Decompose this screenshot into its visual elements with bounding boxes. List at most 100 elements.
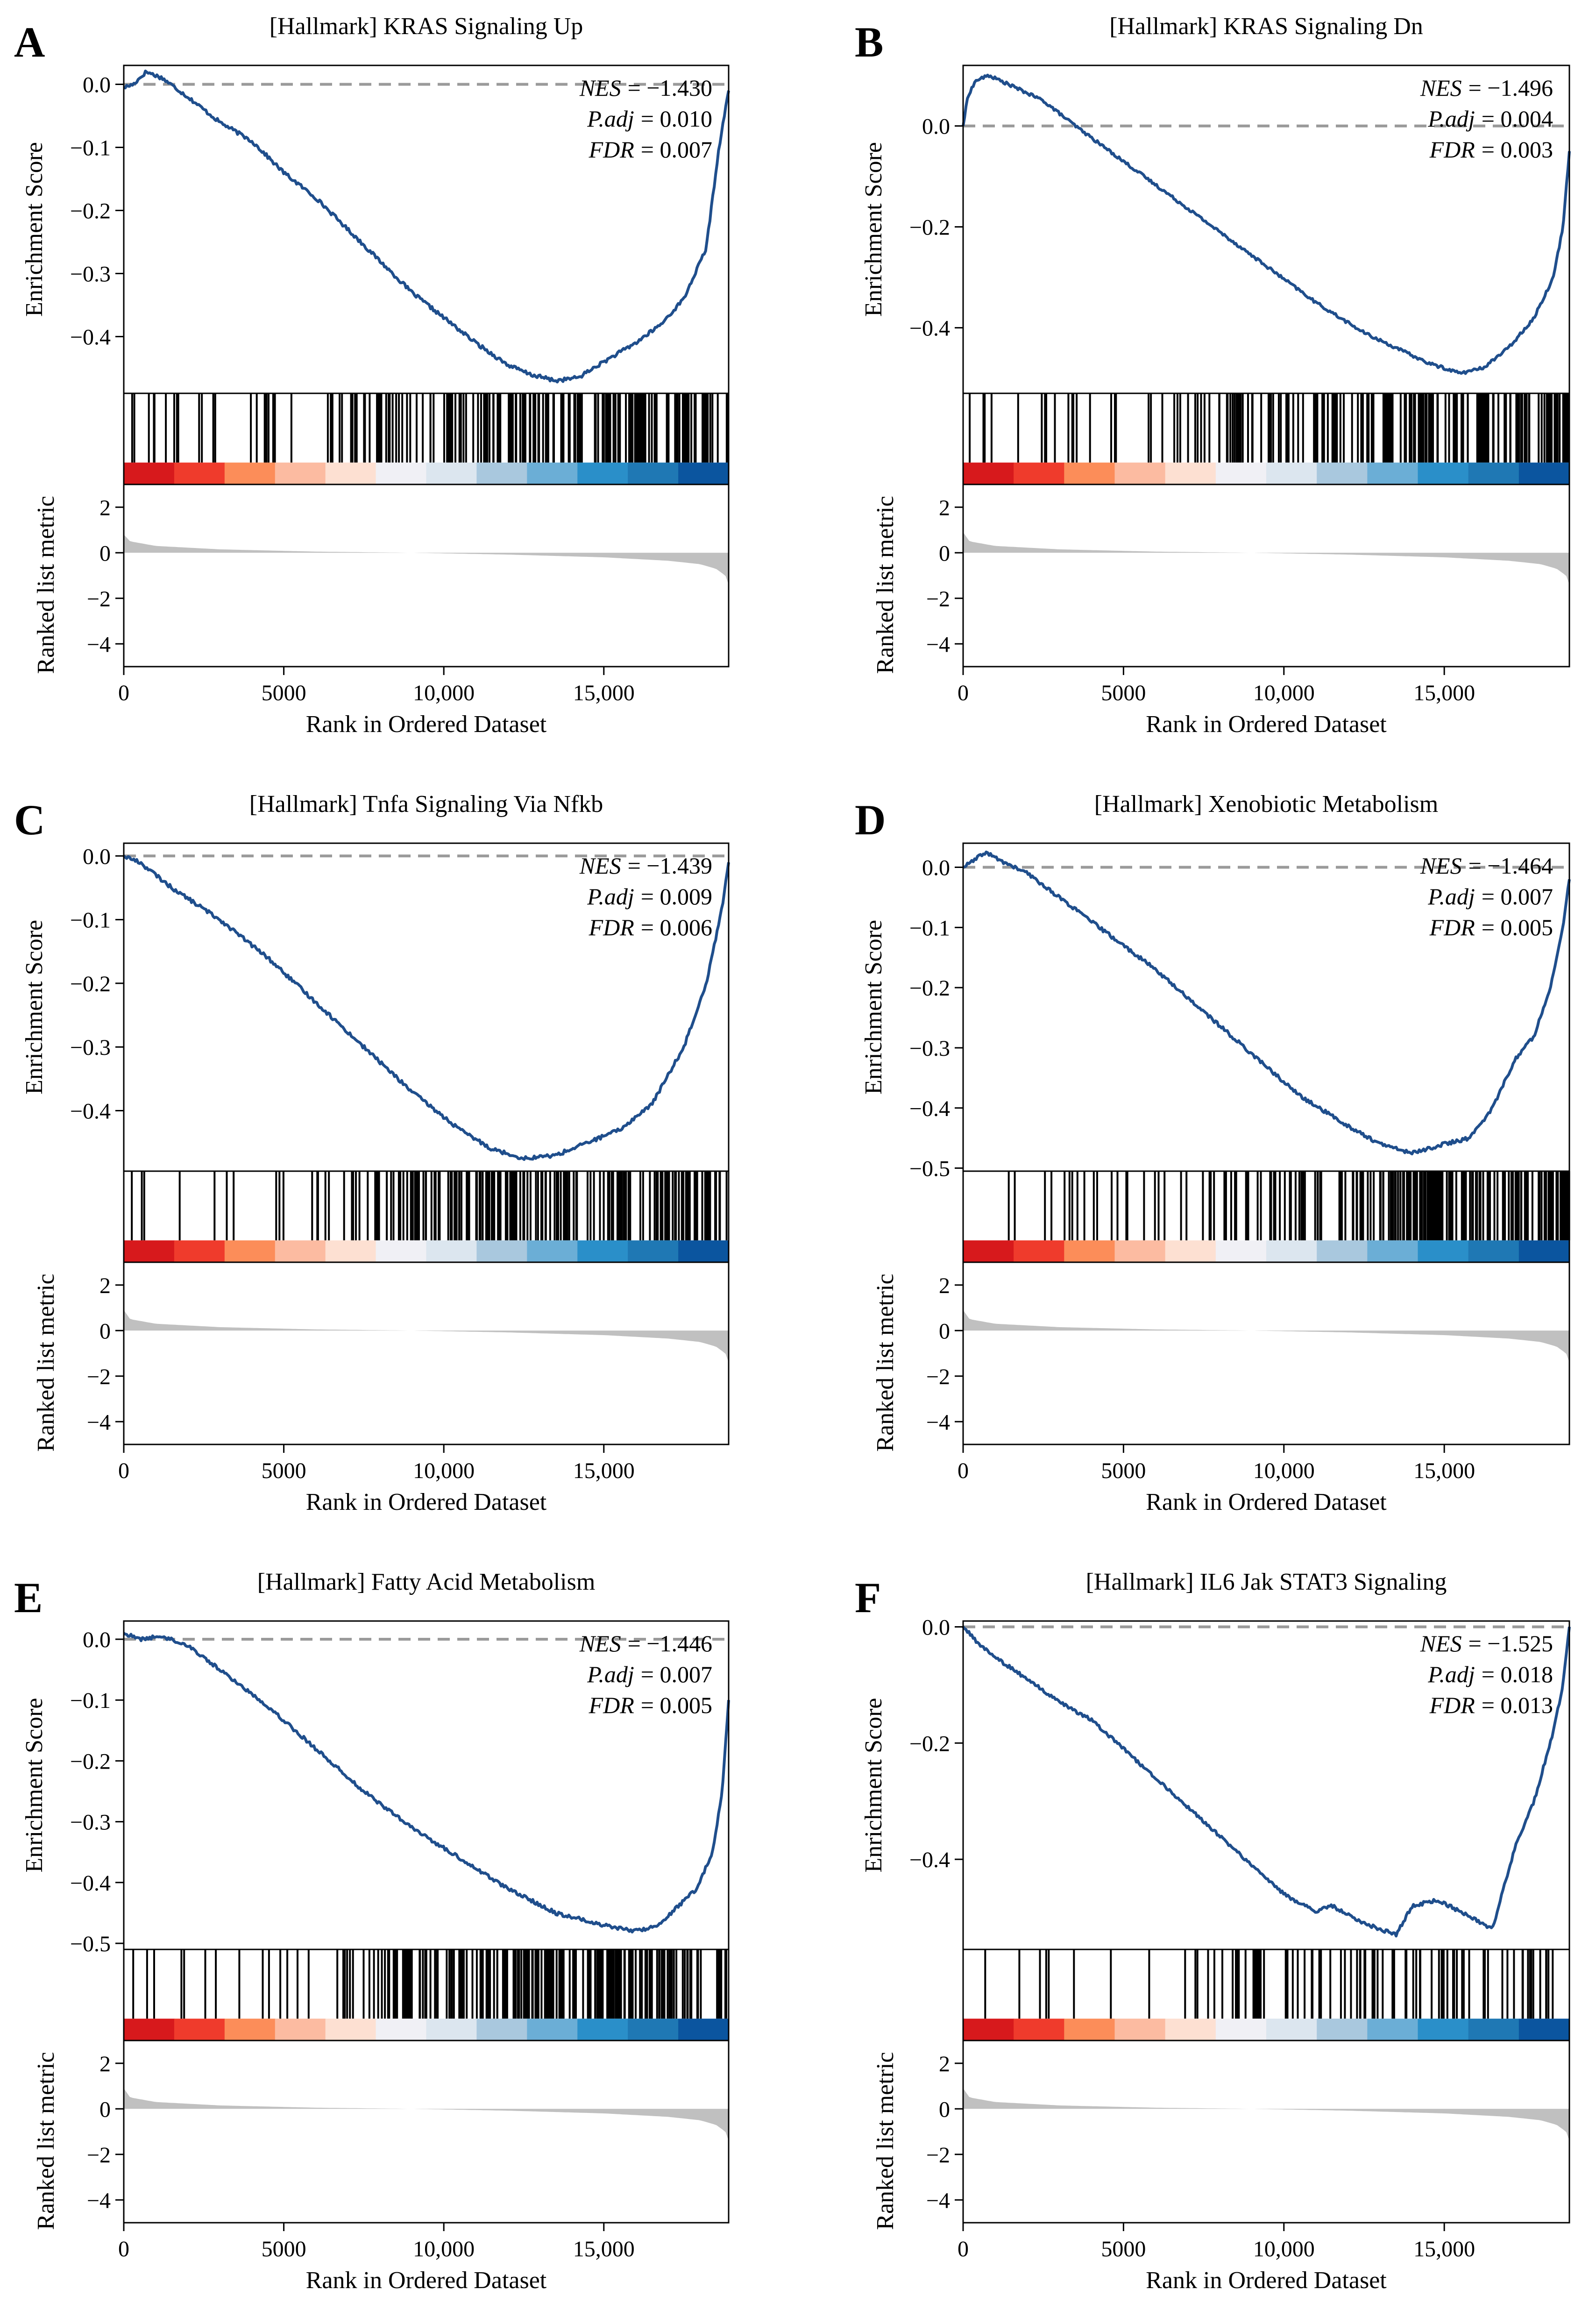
rank-heat-segment: [1266, 462, 1318, 484]
es-y-tick-label: −0.1: [909, 916, 950, 940]
rank-heat-segment: [275, 1240, 326, 1262]
es-y-tick-label: −0.2: [70, 972, 111, 996]
panel-letter: E: [14, 1574, 43, 1621]
stat-fdr-label: FDR: [589, 1692, 634, 1718]
x-tick-label: 0: [958, 2237, 969, 2261]
x-tick-label: 0: [118, 2237, 129, 2261]
metric-plot-frame: [962, 2040, 1570, 2224]
rank-heat-segment: [1266, 2019, 1318, 2041]
rank-heat-segment: [1367, 1240, 1419, 1262]
stat-padj: P.adj = 0.004: [1427, 106, 1553, 132]
es-y-tick-label: −0.3: [70, 262, 111, 287]
es-y-axis-label: Enrichment Score: [21, 920, 48, 1095]
rank-heat-segment: [577, 1240, 629, 1262]
x-tick-label: 10,000: [413, 2237, 475, 2261]
metric-y-tick-label: −4: [87, 632, 111, 657]
rank-heat-segment: [325, 1240, 376, 1262]
es-y-tick-label: −0.5: [70, 1932, 111, 1956]
enrichment-score-curve: [123, 855, 730, 1161]
es-y-axis-label: Enrichment Score: [860, 142, 887, 317]
rank-heat-segment: [1266, 1240, 1318, 1262]
rank-heat-segment: [1518, 1240, 1570, 1262]
stat-nes: NES = −1.439: [579, 853, 712, 879]
x-tick-label: 15,000: [573, 2237, 635, 2261]
stat-padj-label: P.adj: [1427, 1661, 1475, 1687]
rank-heat-segment: [963, 1240, 1014, 1262]
stat-padj-value: = 0.007: [641, 1661, 712, 1687]
gene-hit-ticks: [1007, 1171, 1570, 1241]
stat-nes: NES = −1.430: [579, 75, 712, 101]
es-y-tick-label: −0.3: [909, 1036, 950, 1061]
panel-letter: A: [14, 18, 45, 66]
stat-padj-label: P.adj: [1427, 883, 1475, 910]
stat-nes-value: = −1.525: [1468, 1630, 1553, 1657]
es-y-tick-label: −0.2: [909, 215, 950, 240]
stat-fdr-label: FDR: [1429, 1692, 1475, 1718]
stat-padj-label: P.adj: [587, 883, 634, 910]
es-y-tick-label: −0.4: [909, 1096, 950, 1121]
rank-heat-segment: [1468, 462, 1519, 484]
metric-y-tick-label: 0: [939, 1319, 950, 1344]
metric-y-tick-label: 2: [99, 1273, 111, 1298]
panel-title: [Hallmark] KRAS Signaling Dn: [1109, 13, 1423, 40]
stat-nes: NES = −1.525: [1420, 1630, 1553, 1657]
rank-heat-segment: [963, 2019, 1014, 2041]
es-y-tick-label: −0.4: [70, 1099, 111, 1124]
enrichment-score-curve: [123, 70, 730, 384]
metric-y-tick-label: 2: [939, 1273, 950, 1298]
metric-plot-frame: [123, 484, 730, 668]
metric-y-axis-label: Ranked list metric: [33, 1273, 59, 1451]
stat-fdr: FDR = 0.006: [589, 914, 712, 940]
panel-a: A [Hallmark] KRAS Signaling Up 0.0 −0.1 −0.2…: [14, 13, 730, 738]
stat-fdr-value: = 0.006: [641, 914, 712, 940]
es-y-tick-label: 0.0: [922, 1615, 950, 1640]
panel-letter: D: [855, 796, 886, 844]
x-tick-label: 10,000: [1253, 681, 1315, 705]
stat-fdr-value: = 0.003: [1482, 136, 1553, 163]
rank-heat-segment: [527, 2019, 578, 2041]
metric-y-tick-label: 2: [99, 2052, 111, 2076]
stat-nes-value: = −1.496: [1468, 75, 1553, 101]
stat-fdr: FDR = 0.005: [1429, 914, 1553, 940]
stat-nes-value: = −1.464: [1468, 853, 1553, 879]
metric-y-axis-label: Ranked list metric: [872, 496, 899, 674]
rank-heat-segment: [628, 462, 679, 484]
rank-heat-segment: [1165, 1240, 1216, 1262]
x-axis-label: Rank in Ordered Dataset: [1146, 711, 1387, 738]
stat-fdr: FDR = 0.013: [1429, 1692, 1553, 1718]
es-y-tick-label: −0.4: [70, 1871, 111, 1896]
rank-heat-segment: [628, 1240, 679, 1262]
metric-y-axis-label: Ranked list metric: [872, 2052, 899, 2230]
enrichment-score-curve: [963, 850, 1571, 1156]
metric-y-axis-label: Ranked list metric: [33, 496, 59, 674]
panel-b: B [Hallmark] KRAS Signaling Dn 0.0 −0.2 −0.4…: [855, 13, 1571, 738]
metric-y-tick-label: −2: [87, 2143, 111, 2168]
metric-y-axis-label: Ranked list metric: [33, 2052, 59, 2230]
x-axis-label: Rank in Ordered Dataset: [306, 2267, 547, 2294]
rank-heat-segment: [1114, 1240, 1166, 1262]
rank-heat-segment: [1114, 2019, 1166, 2041]
stat-padj: P.adj = 0.009: [587, 883, 712, 910]
x-tick-label: 15,000: [1413, 1458, 1475, 1483]
panel-title: [Hallmark] IL6 Jak STAT3 Signaling: [1086, 1569, 1447, 1595]
metric-y-axis-label: Ranked list metric: [872, 1273, 899, 1451]
es-y-tick-label: −0.2: [70, 1749, 111, 1774]
rank-heat-segment: [426, 2019, 477, 2041]
panel-e: E [Hallmark] Fatty Acid Metabolism 0.0 −0.1…: [14, 1569, 730, 2294]
x-tick-label: 5000: [1101, 681, 1146, 705]
x-tick-label: 0: [958, 681, 969, 705]
rank-heat-segment: [1367, 462, 1419, 484]
x-tick-label: 5000: [262, 681, 306, 705]
rank-heat-segment: [1064, 462, 1115, 484]
es-y-tick-label: 0.0: [83, 73, 111, 98]
x-tick-label: 15,000: [573, 681, 635, 705]
stat-nes-label: NES: [579, 75, 621, 101]
rank-heat-segment: [678, 462, 729, 484]
x-axis-label: Rank in Ordered Dataset: [1146, 2267, 1387, 2294]
panel-title: [Hallmark] Tnfa Signaling Via Nfkb: [249, 791, 603, 818]
metric-plot-frame: [962, 1261, 1570, 1445]
stat-fdr-value: = 0.005: [1482, 914, 1553, 940]
rank-heat-segment: [376, 2019, 427, 2041]
rank-heat-segment: [1165, 462, 1216, 484]
stat-fdr-value: = 0.007: [641, 136, 712, 163]
